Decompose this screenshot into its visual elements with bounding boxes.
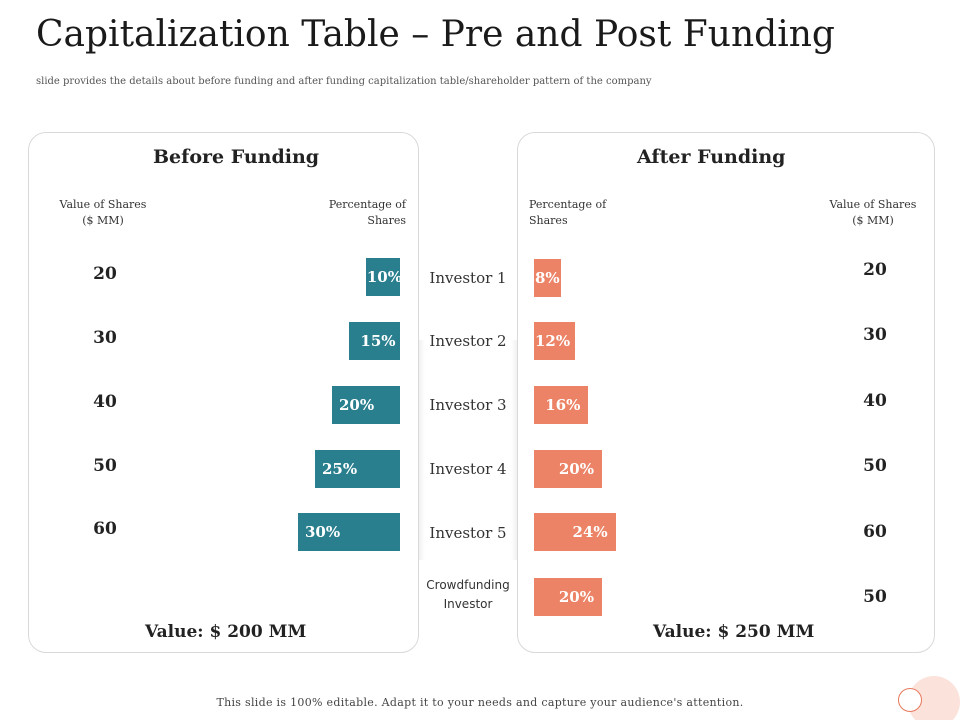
before-share-value: 20 xyxy=(93,264,117,284)
before-pct-header-line1: Percentage of xyxy=(328,198,406,211)
after-pct-header: Percentage of Shares xyxy=(529,197,639,229)
after-share-value: 60 xyxy=(863,522,887,542)
before-share-value: 50 xyxy=(93,456,117,476)
after-bar: 16% xyxy=(534,386,589,424)
after-bar: 24% xyxy=(534,513,616,551)
page-title: Capitalization Table – Pre and Post Fund… xyxy=(36,14,835,55)
investor-label: Investor 5 xyxy=(429,524,507,542)
after-share-value: 20 xyxy=(863,260,887,280)
before-share-value: 30 xyxy=(93,328,117,348)
before-bar: 20% xyxy=(332,386,400,424)
after-value-header-line2: ($ MM) xyxy=(852,214,894,227)
before-bar: 30% xyxy=(298,513,400,551)
after-bar: 20% xyxy=(534,450,602,488)
after-share-value: 50 xyxy=(863,587,887,607)
after-bar-label: 16% xyxy=(545,396,581,414)
after-share-value: 50 xyxy=(863,456,887,476)
before-bar-label: 15% xyxy=(360,332,396,350)
after-share-value: 30 xyxy=(863,325,887,345)
after-bar: 12% xyxy=(534,322,575,360)
investor-label: Investor 2 xyxy=(429,332,507,350)
before-value-header-line1: Value of Shares xyxy=(59,198,147,211)
after-bar-label: 24% xyxy=(572,523,608,541)
after-value-header: Value of Shares ($ MM) xyxy=(818,197,928,229)
before-bar-label: 30% xyxy=(305,523,341,541)
after-bar-label: 8% xyxy=(535,269,560,287)
after-bar: 20% xyxy=(534,578,602,616)
investor-label: Investor 3 xyxy=(429,396,507,414)
before-pct-header-line2: Shares xyxy=(367,214,406,227)
before-bar: 15% xyxy=(349,322,400,360)
decorative-ring-icon xyxy=(898,688,922,712)
before-value-header-line2: ($ MM) xyxy=(82,214,124,227)
after-pct-header-line1: Percentage of xyxy=(529,198,607,211)
before-value-header: Value of Shares ($ MM) xyxy=(48,197,158,229)
before-bar: 10% xyxy=(366,258,402,296)
investor-label: Investor 4 xyxy=(429,460,507,478)
investor-label: Crowdfunding Investor xyxy=(426,578,510,611)
before-bar-label: 10% xyxy=(366,268,402,286)
after-bar: 8% xyxy=(534,259,562,297)
investor-label: Investor 1 xyxy=(429,269,507,287)
footer-note: This slide is 100% editable. Adapt it to… xyxy=(216,696,744,709)
after-funding-title: After Funding xyxy=(637,146,786,168)
before-bar-label: 25% xyxy=(322,460,358,478)
page-subtitle: slide provides the details about before … xyxy=(36,76,652,87)
after-bar-label: 12% xyxy=(535,332,571,350)
before-pct-header: Percentage of Shares xyxy=(296,197,406,229)
after-value-header-line1: Value of Shares xyxy=(829,198,917,211)
after-bar-label: 20% xyxy=(558,460,594,478)
before-bar: 25% xyxy=(315,450,400,488)
after-pct-header-line2: Shares xyxy=(529,214,568,227)
after-share-value: 40 xyxy=(863,391,887,411)
after-total-value: Value: $ 250 MM xyxy=(653,622,815,642)
before-share-value: 40 xyxy=(93,392,117,412)
before-total-value: Value: $ 200 MM xyxy=(145,622,307,642)
before-share-value: 60 xyxy=(93,519,117,539)
after-bar-label: 20% xyxy=(558,588,594,606)
before-bar-label: 20% xyxy=(339,396,375,414)
before-funding-title: Before Funding xyxy=(153,146,320,168)
